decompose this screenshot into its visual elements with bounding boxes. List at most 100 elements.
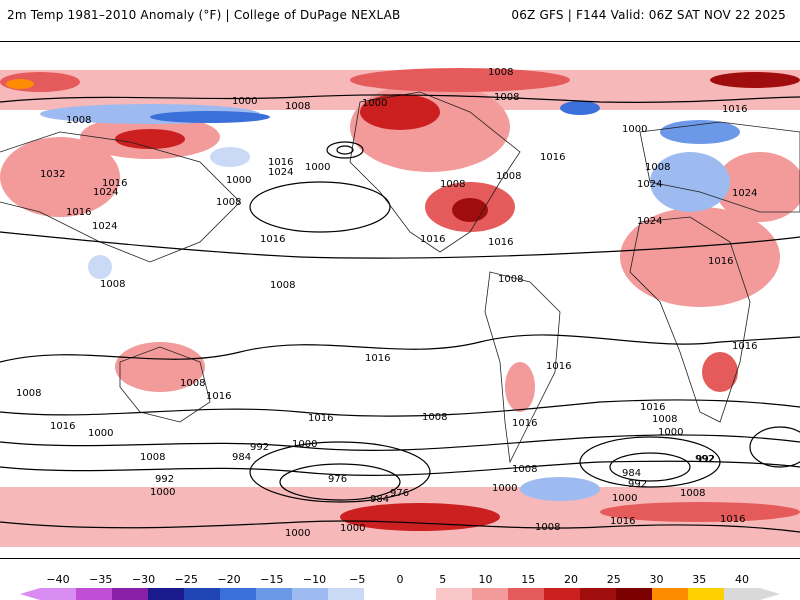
- colorbar-tick-label: −15: [260, 573, 284, 586]
- colorbar-tick-label: −40: [46, 573, 70, 586]
- colorbar-swatch: [508, 588, 545, 600]
- isobar-label: 1000: [340, 523, 365, 534]
- isobar-label: 1016: [546, 361, 571, 372]
- isobar-label: 992: [250, 442, 269, 453]
- colorbar-swatch: [112, 588, 149, 600]
- isobar-label: 1016: [640, 402, 665, 413]
- isobar-label: 1016: [610, 516, 635, 527]
- header: 2m Temp 1981–2010 Anomaly (°F) | College…: [0, 0, 800, 30]
- isobar-label: 1000: [226, 175, 251, 186]
- isobar-label: 1000: [492, 483, 517, 494]
- colorbar-swatch: [688, 588, 725, 600]
- isobar-label: 1008: [422, 412, 447, 423]
- isobar-label: 1024: [637, 179, 662, 190]
- isobar-label: 1016: [102, 178, 127, 189]
- colorbar-tick-label: 10: [478, 573, 493, 586]
- isobar-label: 984: [622, 468, 641, 479]
- isobar-label: 1016: [268, 157, 293, 168]
- isobar-label: 1000: [658, 427, 683, 438]
- isobar-label: 1016: [420, 234, 445, 245]
- colorbar-swatch: [580, 588, 617, 600]
- isobar-label: 1016: [260, 234, 285, 245]
- colorbar-swatch: [148, 588, 185, 600]
- isobar-label: 1008: [100, 279, 125, 290]
- isobar-label: 1008: [66, 115, 91, 126]
- isobar-label: 1016: [720, 514, 745, 525]
- isobar-label: 1000: [622, 124, 647, 135]
- map-canvas: 1008 1000 1008 1000 1008 1016 1008 1000 …: [0, 42, 800, 558]
- colorbar-tick-label: −5: [349, 573, 366, 586]
- isobar-label: 984: [232, 452, 251, 463]
- isobar-label: 1000: [612, 493, 637, 504]
- isobar-label: 1008: [494, 92, 519, 103]
- colorbar-labels: −40 −35 −30 −25 −20 −15 −10 −5 0 5 10 15 20 25 30 35 40: [0, 573, 800, 587]
- isobar-label: 1008: [496, 171, 521, 182]
- isobar-label: 976: [390, 488, 409, 499]
- isobar-label: 1008: [180, 378, 205, 389]
- isobar-label: 1008: [216, 197, 241, 208]
- colorbar-swatch: [292, 588, 329, 600]
- isobar-label: 1016: [206, 391, 231, 402]
- colorbar-max-arrow: [760, 588, 780, 600]
- colorbar-tick-label: 25: [606, 573, 621, 586]
- colorbar-swatch: [184, 588, 221, 600]
- isobar-label: 992: [155, 474, 174, 485]
- isobar-label: 1000: [88, 428, 113, 439]
- colorbar-tick-label: 5: [439, 573, 447, 586]
- isobar-label: 1016: [50, 421, 75, 432]
- colorbar-tick-label: 0: [396, 573, 404, 586]
- isobar-label: 992: [695, 454, 714, 465]
- colorbar-tick-label: −25: [174, 573, 198, 586]
- isobar-label: 1000: [232, 96, 257, 107]
- isobars: [0, 94, 800, 533]
- warm-anomaly-areas: [0, 68, 800, 547]
- isobar-label: 1008: [652, 414, 677, 425]
- isobar-label: 1016: [308, 413, 333, 424]
- isobar-label: 1008: [270, 280, 295, 291]
- isobar-label: 1032: [40, 169, 65, 180]
- colorbar-swatch: [724, 588, 761, 600]
- isobar-label: 1008: [512, 464, 537, 475]
- colorbar-min-arrow: [20, 588, 40, 600]
- colorbar-tick-label: 30: [649, 573, 664, 586]
- isobar-label: 1008: [488, 67, 513, 78]
- colorbar-tick-label: −35: [89, 573, 113, 586]
- colorbar-swatch: [436, 588, 473, 600]
- colorbar-tick-label: 20: [564, 573, 578, 586]
- isobar-label: 976: [328, 474, 347, 485]
- isobar-label: 1016: [512, 418, 537, 429]
- isobar-label: 1016: [540, 152, 565, 163]
- isobar-label: 1016: [66, 207, 91, 218]
- isobar-label: 1008: [535, 522, 560, 533]
- isobar-label: 1008: [440, 179, 465, 190]
- colorbar-swatch: [40, 588, 77, 600]
- colorbar-swatch: [616, 588, 653, 600]
- isobar-label: 1008: [645, 162, 670, 173]
- colorbar-swatch: [652, 588, 689, 600]
- colorbar-tick-label: 40: [735, 573, 749, 586]
- map-title: 2m Temp 1981–2010 Anomaly (°F) | College…: [7, 8, 401, 22]
- colorbar-tick-label: −30: [131, 573, 156, 586]
- isobar-label: 992: [696, 454, 715, 465]
- isobar-label: 1008: [140, 452, 165, 463]
- isobar-label: 1024: [93, 187, 118, 198]
- colorbar-swatch: [76, 588, 113, 600]
- isobar-label: 1000: [362, 98, 387, 109]
- isobar-label: 1000: [150, 487, 175, 498]
- isobar-label: 1024: [92, 221, 117, 232]
- colorbar-tick-label: −20: [217, 573, 241, 586]
- colorbar-swatch: [256, 588, 293, 600]
- isobar-label: 1024: [268, 167, 293, 178]
- isobar-label: 1024: [637, 216, 662, 227]
- colorbar-tick-label: −10: [302, 573, 327, 586]
- colorbar-tick-label: 15: [521, 573, 536, 586]
- isobar-label: 1008: [680, 488, 705, 499]
- cold-anomaly-areas: [40, 101, 740, 501]
- colorbar-swatch: [220, 588, 257, 600]
- colorbar-swatch: [364, 588, 401, 600]
- isobar-label: 1000: [305, 162, 330, 173]
- model-run-info: 06Z GFS | F144 Valid: 06Z SAT NOV 22 202…: [511, 8, 786, 22]
- isobar-label: 1008: [498, 274, 523, 285]
- isobar-label: 1000: [285, 528, 310, 539]
- isobar-label: 1024: [732, 188, 757, 199]
